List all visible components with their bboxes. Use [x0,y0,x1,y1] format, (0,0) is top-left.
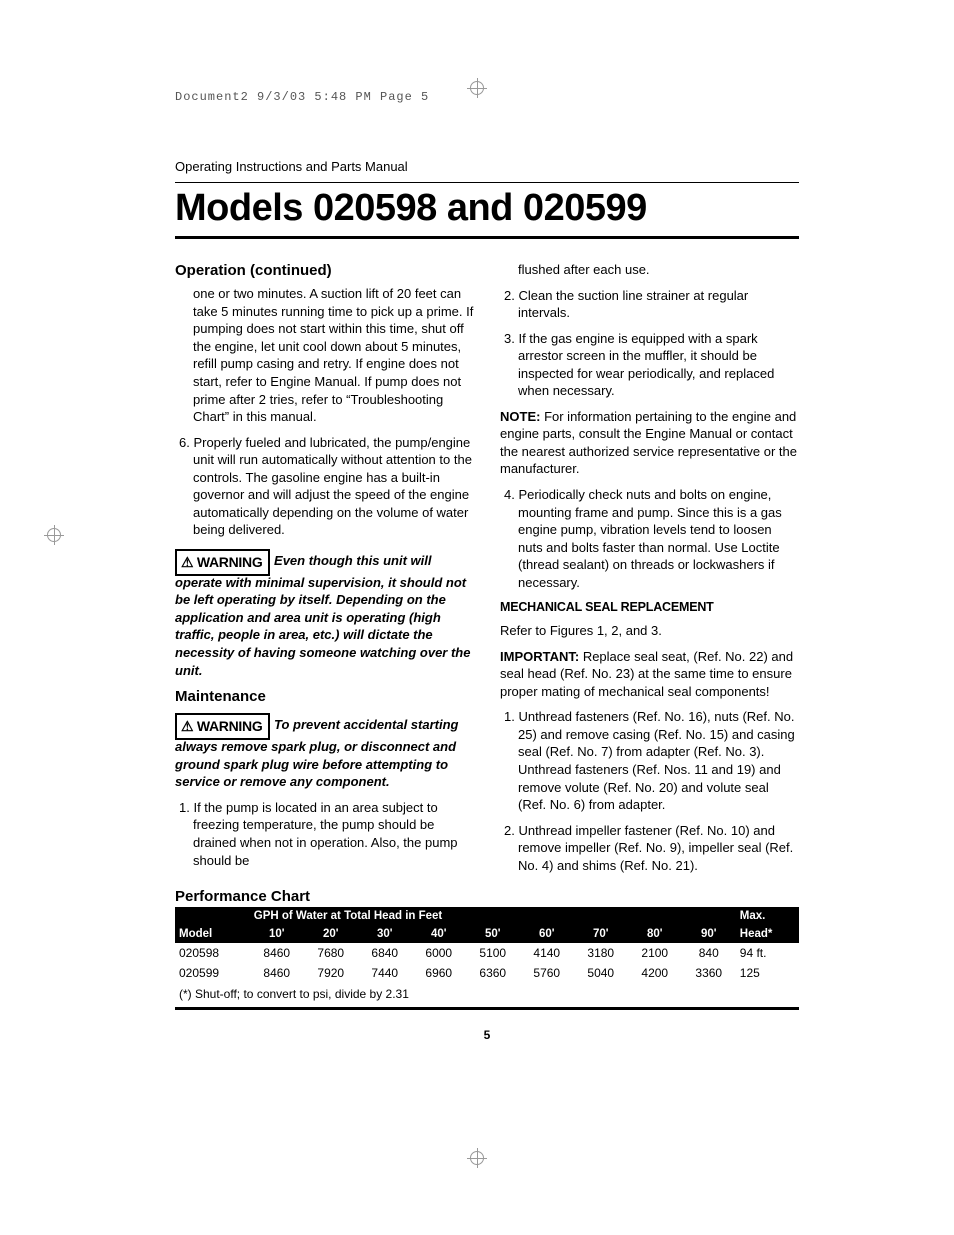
print-slug: Document2 9/3/03 5:48 PM Page 5 [175,90,799,104]
seal-step-2: 2. Unthread impeller fastener (Ref. No. … [500,822,799,875]
col-50: 50' [466,925,520,943]
table-header-row-1: GPH of Water at Total Head in Feet Max. [175,907,799,925]
operation-heading: Operation (continued) [175,261,474,281]
table-footnote: (*) Shut-off; to convert to psi, divide … [175,983,799,1005]
col-20: 20' [304,925,358,943]
warning-2-label: ⚠ WARNING [175,713,270,740]
col-model: Model [175,925,250,943]
col-30: 30' [358,925,412,943]
operation-para-cont: one or two minutes. A suction lift of 20… [175,285,474,425]
gph-span-header: GPH of Water at Total Head in Feet [250,907,736,925]
performance-chart-heading: Performance Chart [175,888,799,905]
operation-item-6: 6. Properly fueled and lubricated, the p… [175,434,474,539]
title-rule: Models 020598 and 020599 [175,182,799,239]
seal-replacement-heading: MECHANICAL SEAL REPLACEMENT [500,599,799,616]
warning-1: ⚠ WARNING Even though this unit will ope… [175,547,474,679]
engine-note: NOTE: For information pertaining to the … [500,408,799,478]
table-row: 020599 8460 7920 7440 6960 6360 5760 504… [175,963,799,983]
col-60: 60' [520,925,574,943]
seal-step-1: 1. Unthread fasteners (Ref. No. 16), nut… [500,708,799,813]
running-head: Operating Instructions and Parts Manual [175,159,799,174]
col-10: 10' [250,925,304,943]
page-title: Models 020598 and 020599 [175,187,799,230]
maintenance-item-2: 2. Clean the suction line strainer at re… [500,287,799,322]
maintenance-item-1: 1. If the pump is located in an area sub… [175,799,474,869]
table-footnote-row: (*) Shut-off; to convert to psi, divide … [175,983,799,1005]
maintenance-heading: Maintenance [175,687,474,707]
right-column: flushed after each use. 2. Clean the suc… [500,261,799,882]
col-80: 80' [628,925,682,943]
col-head: Head* [736,925,799,943]
max-header: Max. [736,907,799,925]
page-number: 5 [175,1028,799,1042]
col-70: 70' [574,925,628,943]
col-90: 90' [682,925,736,943]
maintenance-item-3: 3. If the gas engine is equipped with a … [500,330,799,400]
seal-important: IMPORTANT: Replace seal seat, (Ref. No. … [500,648,799,701]
warning-1-label: ⚠ WARNING [175,549,270,576]
col-40: 40' [412,925,466,943]
two-column-body: Operation (continued) one or two minutes… [175,261,799,882]
seal-figures: Refer to Figures 1, 2, and 3. [500,622,799,640]
maintenance-item-4: 4. Periodically check nuts and bolts on … [500,486,799,591]
warning-2: ⚠ WARNING To prevent accidental starting… [175,711,474,791]
table-header-row-2: Model 10' 20' 30' 40' 50' 60' 70' 80' 90… [175,925,799,943]
performance-table: GPH of Water at Total Head in Feet Max. … [175,907,799,1005]
page: Document2 9/3/03 5:48 PM Page 5 Operatin… [0,0,954,1102]
table-row: 020598 8460 7680 6840 6000 5100 4140 318… [175,943,799,963]
left-column: Operation (continued) one or two minutes… [175,261,474,882]
maintenance-cont: flushed after each use. [500,261,799,279]
performance-table-wrap: GPH of Water at Total Head in Feet Max. … [175,907,799,1010]
